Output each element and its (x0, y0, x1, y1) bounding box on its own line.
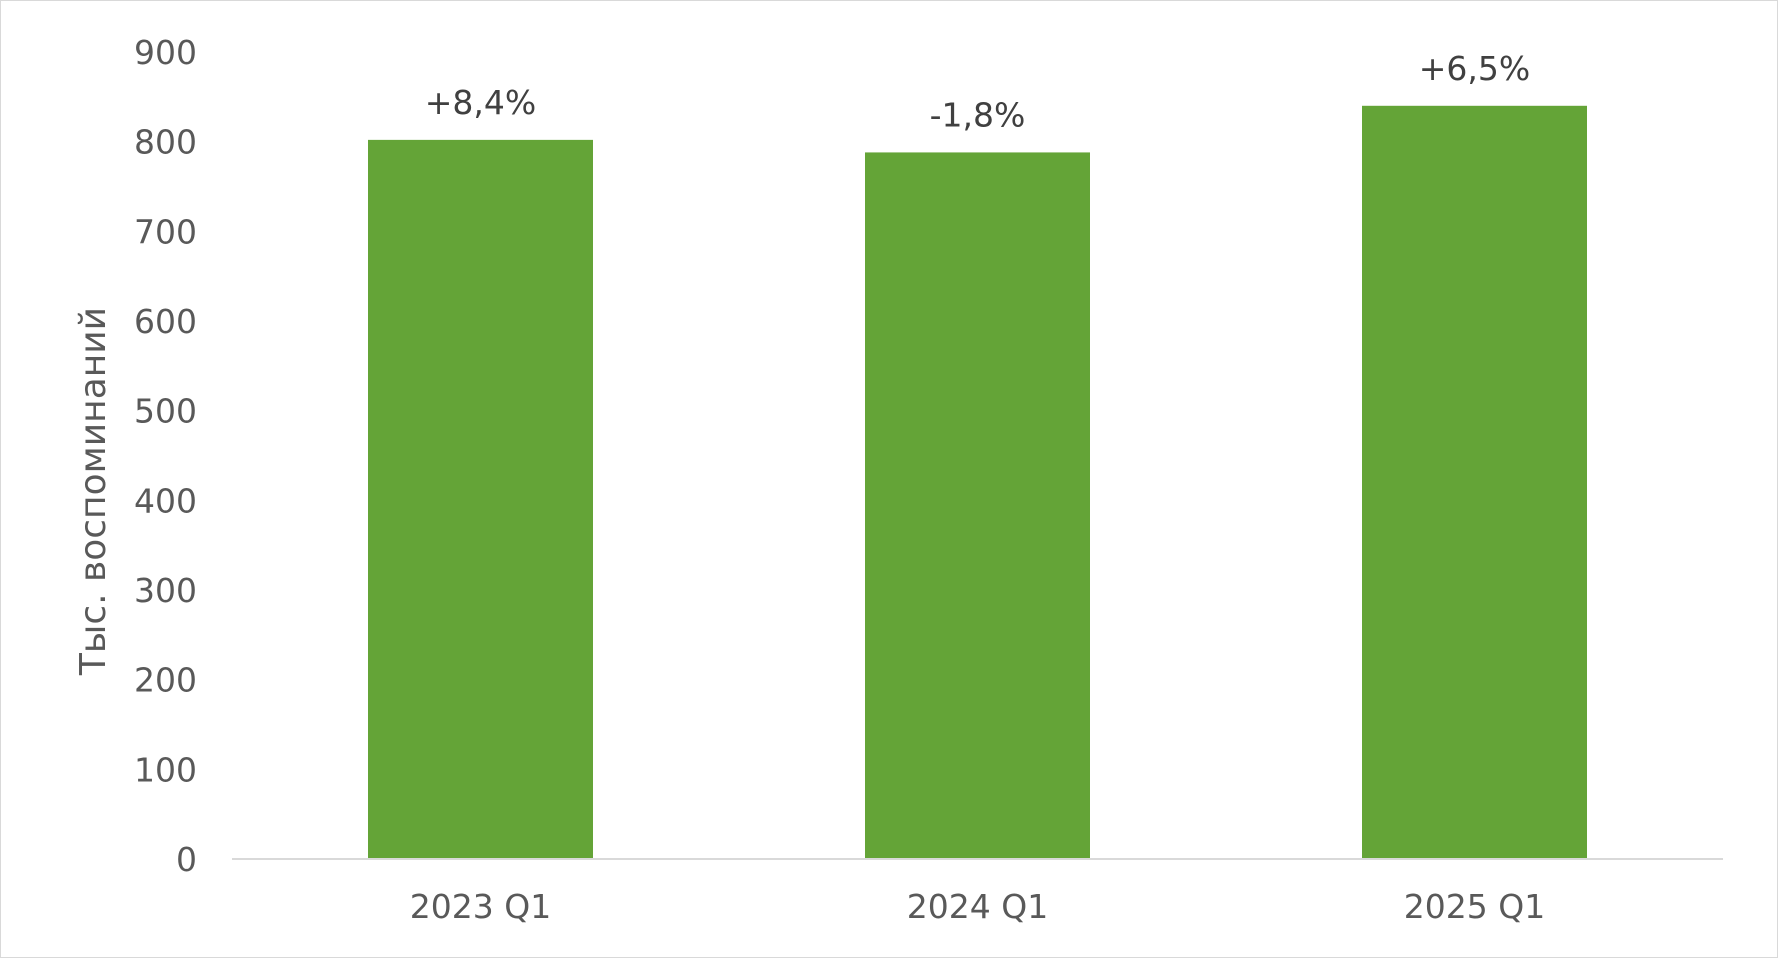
bar-data-label: +8,4% (425, 83, 537, 122)
bar (1362, 105, 1587, 860)
y-tick-label: 100 (134, 750, 197, 789)
y-tick-label: 400 (134, 481, 197, 520)
y-axis-title: Тыс. воспоминаний (73, 307, 114, 676)
y-tick-label: 300 (134, 571, 197, 610)
y-tick-label: 800 (134, 123, 197, 162)
y-tick-label: 900 (134, 33, 197, 72)
y-tick-label: 200 (134, 661, 197, 700)
bar (865, 152, 1090, 860)
x-tick-label: 2025 Q1 (1404, 887, 1545, 926)
y-tick-label: 600 (134, 302, 197, 341)
y-axis-ticks: 0 100 200 300 400 500 600 700 800 900 (134, 33, 197, 879)
x-axis-labels: 2023 Q1 2024 Q1 2025 Q1 (410, 887, 1545, 926)
bars (368, 105, 1587, 860)
bar-data-label: -1,8% (930, 95, 1026, 134)
bar (368, 139, 593, 859)
x-tick-label: 2024 Q1 (907, 887, 1048, 926)
data-labels: +8,4% -1,8% +6,5% (425, 49, 1531, 135)
y-tick-label: 700 (134, 212, 197, 251)
bar-data-label: +6,5% (1419, 49, 1531, 88)
y-tick-label: 0 (176, 840, 197, 879)
y-tick-label: 500 (134, 392, 197, 431)
x-tick-label: 2023 Q1 (410, 887, 551, 926)
